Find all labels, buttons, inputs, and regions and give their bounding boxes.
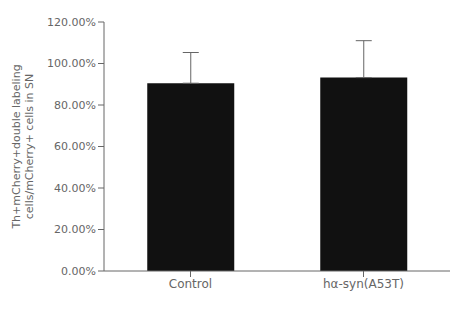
svg-text:60.00%: 60.00% [54, 140, 96, 153]
svg-text:120.00%: 120.00% [47, 16, 96, 29]
svg-text:0.00%: 0.00% [61, 265, 96, 278]
svg-text:100.00%: 100.00% [47, 57, 96, 70]
svg-text:Th+mCherry+double labelingcell: Th+mCherry+double labelingcells/mCherry+… [10, 64, 36, 229]
svg-text:Control: Control [169, 277, 212, 291]
svg-text:40.00%: 40.00% [54, 182, 96, 195]
svg-text:20.00%: 20.00% [54, 223, 96, 236]
svg-text:80.00%: 80.00% [54, 99, 96, 112]
svg-text:hα-syn(A53T): hα-syn(A53T) [323, 277, 404, 291]
